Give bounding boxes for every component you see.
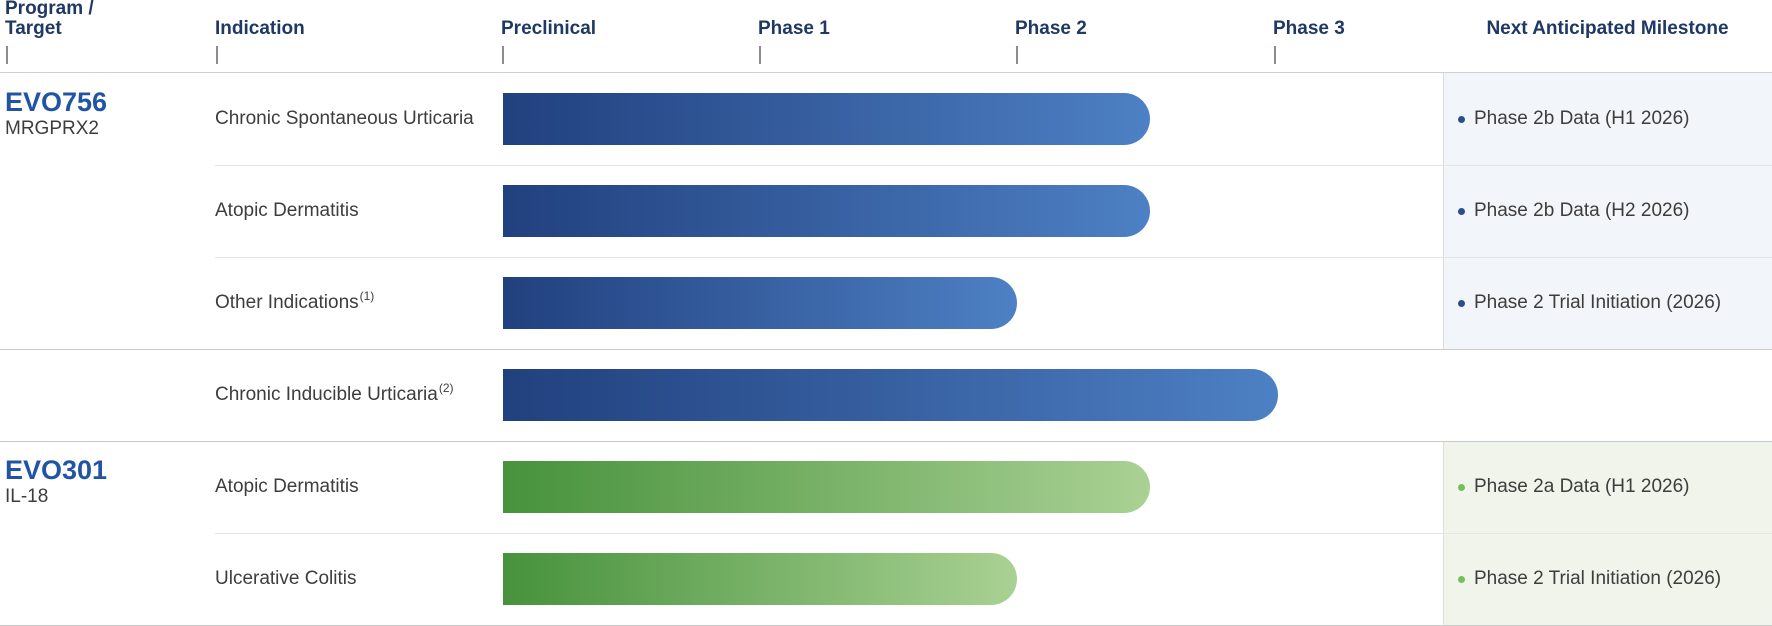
milestone-cell: Phase 2a Data (H1 2026)	[1443, 441, 1772, 533]
program-target: IL-18	[5, 486, 49, 507]
pipeline-row: Atopic Dermatitis Phase 2b Data (H2 2026…	[0, 165, 1772, 257]
row-separator	[215, 533, 1772, 534]
axis-tick	[502, 46, 504, 64]
pipeline-row: Ulcerative Colitis Phase 2 Trial Initiat…	[0, 533, 1772, 625]
phase-progress-bar	[503, 185, 1150, 237]
milestone-label: Phase 2 Trial Initiation (2026)	[1474, 292, 1722, 313]
indication-label: Ulcerative Colitis	[215, 568, 357, 589]
milestone-label: Phase 2a Data (H1 2026)	[1474, 476, 1690, 497]
indication-footnote-marker: (1)	[359, 289, 375, 303]
indication-column-header: Indication	[215, 19, 305, 64]
phase-column-header: Phase 2	[1015, 19, 1087, 64]
pipeline-row: EVO756 MRGPRX2 Chronic Spontaneous Urtic…	[0, 73, 1772, 165]
indication-footnote-marker: (2)	[438, 381, 454, 395]
phase-column-label: Preclinical	[501, 18, 597, 39]
milestone-label: Phase 2b Data (H2 2026)	[1474, 200, 1690, 221]
pipeline-row: Other Indications (1) Phase 2 Trial Initi…	[0, 257, 1772, 349]
program-cell	[0, 349, 190, 441]
indication-column-label: Indication	[215, 18, 305, 39]
phase-column-label: Phase 1	[758, 18, 830, 39]
row-separator	[0, 441, 1772, 442]
phase-column-header: Phase 3	[1273, 19, 1345, 64]
timeline-cell	[503, 441, 1443, 533]
indication-label: Chronic Inducible Urticaria	[215, 384, 438, 405]
timeline-cell	[503, 257, 1443, 349]
milestone-cell: Phase 2 Trial Initiation (2026)	[1443, 533, 1772, 625]
milestone-column-header: Next Anticipated Milestone	[1443, 19, 1772, 39]
program-target: MRGPRX2	[5, 118, 99, 139]
phase-progress-bar	[503, 553, 1017, 605]
phase-progress-bar	[503, 369, 1278, 421]
pipeline-rows: EVO756 MRGPRX2 Chronic Spontaneous Urtic…	[0, 73, 1772, 625]
indication-cell: Atopic Dermatitis	[190, 441, 503, 533]
pipeline-row: Chronic Inducible Urticaria (2)	[0, 349, 1772, 441]
milestone-cell	[1443, 349, 1772, 441]
indication-label: Other Indications	[215, 292, 359, 313]
program-cell: EVO756 MRGPRX2	[0, 73, 190, 165]
axis-tick	[216, 46, 218, 64]
timeline-cell	[503, 533, 1443, 625]
milestone-column-label: Next Anticipated Milestone	[1486, 18, 1729, 39]
indication-cell: Chronic Inducible Urticaria (2)	[190, 349, 503, 441]
program-cell: EVO301 IL-18	[0, 441, 190, 533]
indication-cell: Ulcerative Colitis	[190, 533, 503, 625]
indication-cell: Chronic Spontaneous Urticaria	[190, 73, 503, 165]
milestone-cell: Phase 2 Trial Initiation (2026)	[1443, 257, 1772, 349]
indication-label: Atopic Dermatitis	[215, 200, 359, 221]
timeline-cell	[503, 349, 1443, 441]
pipeline-row: EVO301 IL-18 Atopic Dermatitis Phase 2a …	[0, 441, 1772, 533]
indication-cell: Atopic Dermatitis	[190, 165, 503, 257]
axis-tick	[6, 46, 8, 64]
indication-label: Atopic Dermatitis	[215, 476, 359, 497]
axis-tick	[1274, 46, 1276, 64]
axis-tick	[1016, 46, 1018, 64]
row-separator	[215, 257, 1772, 258]
phase-column-header: Phase 1	[758, 19, 830, 64]
milestone-cell: Phase 2b Data (H1 2026)	[1443, 73, 1772, 165]
program-cell	[0, 533, 190, 625]
milestone-cell: Phase 2b Data (H2 2026)	[1443, 165, 1772, 257]
row-separator	[0, 349, 1772, 350]
timeline-cell	[503, 165, 1443, 257]
milestone-label: Phase 2 Trial Initiation (2026)	[1474, 568, 1722, 589]
chart-header: Program / Target Indication Preclinical …	[0, 0, 1772, 73]
milestone-bullet-icon	[1458, 115, 1465, 123]
program-cell	[0, 165, 190, 257]
milestone-bullet-icon	[1458, 575, 1465, 583]
milestone-bullet-icon	[1458, 299, 1465, 307]
phase-progress-bar	[503, 93, 1150, 145]
indication-label: Chronic Spontaneous Urticaria	[215, 108, 474, 129]
phase-column-label: Phase 3	[1273, 18, 1345, 39]
milestone-bullet-icon	[1458, 483, 1465, 491]
program-name: EVO756	[5, 87, 108, 117]
program-cell	[0, 257, 190, 349]
timeline-cell	[503, 73, 1443, 165]
axis-tick	[759, 46, 761, 64]
milestone-bullet-icon	[1458, 207, 1465, 215]
phase-progress-bar	[503, 461, 1150, 513]
row-separator	[215, 165, 1772, 166]
milestone-label: Phase 2b Data (H1 2026)	[1474, 108, 1690, 129]
phase-column-label: Phase 2	[1015, 18, 1087, 39]
phase-progress-bar	[503, 277, 1017, 329]
program-column-header: Program / Target	[5, 0, 94, 64]
phase-column-header: Preclinical	[501, 19, 596, 64]
program-column-label: Program / Target	[5, 0, 94, 39]
indication-cell: Other Indications (1)	[190, 257, 503, 349]
program-name: EVO301	[5, 455, 108, 485]
